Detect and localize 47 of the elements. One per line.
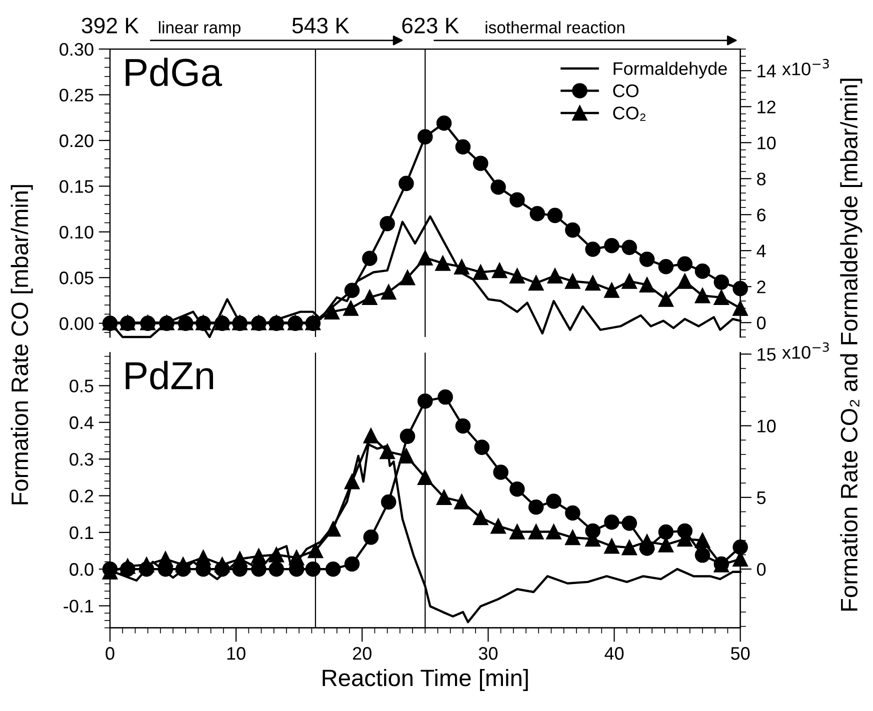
y2-tick-label: 0 (756, 316, 766, 330)
legend-label: Formaldehyde (614, 62, 727, 79)
y-tick-label: 0.4 (70, 416, 94, 430)
y2-tick-label: 14 (758, 64, 776, 78)
y2-tick-label: 6 (757, 208, 766, 222)
y-tick-label: 0.25 (60, 88, 94, 102)
y2-tick-label: 5 (757, 492, 766, 504)
y-tick-label: 0.2 (70, 490, 94, 502)
y-tick-label: -0.1 (64, 600, 94, 613)
y-tick-label: 0.5 (70, 380, 94, 392)
y-tick-label: 0.20 (60, 134, 94, 148)
x-tick-label: 0 (106, 647, 114, 660)
x-tick-label: 30 (478, 647, 498, 660)
y-tick-label: 0.00 (60, 317, 94, 330)
chart-title: PdGa (126, 58, 222, 86)
y-tick-label: 0.1 (70, 526, 94, 540)
y-tick-label: 0.05 (60, 272, 94, 284)
y2-tick-label: 10 (758, 136, 776, 150)
text: x10$^{−3}$ (782, 342, 829, 359)
y-tick-label: 0.30 (60, 42, 94, 56)
y-tick-label: 0.15 (60, 180, 94, 193)
y2-tick-label: 4 (756, 244, 766, 258)
y2-tick-label: 15 (758, 348, 776, 361)
y2-tick-label: 2 (757, 280, 766, 294)
x-tick-label: 20 (352, 647, 372, 660)
chart-title: PdZn (126, 360, 214, 390)
x-tick-label: 40 (604, 647, 624, 660)
ref-line-label: 623 K (402, 18, 459, 34)
text: 392 K (82, 18, 139, 34)
ref-line-label: 543 K (292, 18, 350, 34)
y2-tick-label: 10 (758, 420, 776, 432)
y2-tick-label: 8 (757, 172, 766, 186)
y2-tick-label: 0 (756, 562, 766, 576)
x-tick-label: 50 (730, 647, 750, 660)
x-axis-title: Reaction Time [min] (322, 668, 528, 691)
y-tick-label: 0.3 (70, 452, 94, 466)
y2-tick-label: 12 (758, 100, 776, 114)
y-axis-title: Formation Rate CO [mbar/min] (10, 185, 33, 504)
legend-label: CO (613, 84, 638, 98)
y-tick-label: 0.10 (60, 226, 94, 239)
text: isothermal reaction (486, 21, 624, 34)
text: x10$^{−3}$ (782, 58, 829, 76)
y2-axis-title: Formation Rate CO₂ and Formaldehyde [mbar/min] (840, 78, 862, 611)
legend-label: CO₂ (613, 106, 646, 121)
x-tick-label: 10 (227, 647, 246, 660)
y-tick-label: 0.0 (70, 563, 94, 576)
text: linear ramp (158, 21, 240, 37)
